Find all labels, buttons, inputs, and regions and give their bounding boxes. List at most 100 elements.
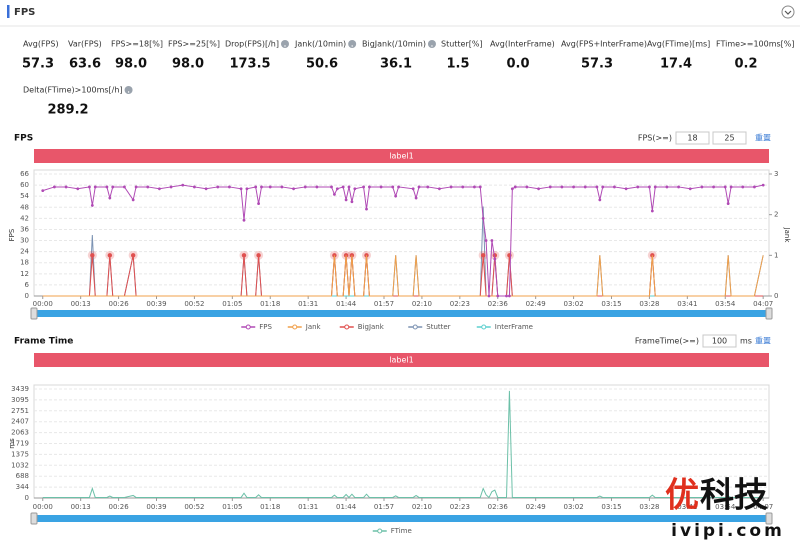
point bbox=[41, 189, 45, 193]
point bbox=[292, 187, 295, 191]
point bbox=[344, 198, 348, 202]
legend-swatch-dot[interactable] bbox=[344, 324, 350, 330]
point bbox=[158, 187, 161, 191]
reset-link[interactable]: 重置 bbox=[755, 336, 771, 346]
point bbox=[245, 187, 249, 191]
header-title: FPS bbox=[14, 7, 35, 18]
zoom-handle[interactable] bbox=[765, 307, 773, 320]
point bbox=[330, 185, 333, 189]
filter-input[interactable] bbox=[702, 334, 737, 348]
x-tick-label: 02:23 bbox=[450, 503, 470, 511]
collapse-circle[interactable] bbox=[781, 5, 795, 19]
point bbox=[438, 187, 441, 191]
legend-swatch-dot[interactable] bbox=[292, 324, 298, 330]
stat-label: Jank(/10min) bbox=[294, 40, 346, 49]
legend-swatch-dot[interactable] bbox=[245, 324, 251, 330]
point bbox=[505, 294, 508, 298]
point bbox=[426, 185, 430, 189]
label-band bbox=[34, 149, 769, 163]
zoom-handle[interactable] bbox=[765, 512, 773, 525]
point bbox=[700, 185, 704, 189]
point bbox=[315, 185, 319, 189]
point bbox=[723, 185, 727, 189]
legend-label[interactable]: FTime bbox=[391, 527, 412, 535]
label-band-text: label1 bbox=[389, 152, 413, 161]
filter-input[interactable] bbox=[675, 131, 710, 145]
legend-label[interactable]: FPS bbox=[259, 323, 272, 331]
y2-tick-label: 1 bbox=[774, 251, 778, 259]
filter-input-value[interactable]: 18 bbox=[687, 134, 697, 143]
filter-input-value[interactable]: 100 bbox=[712, 337, 727, 346]
y-tick-label: 1032 bbox=[11, 461, 29, 469]
point bbox=[260, 185, 263, 189]
help-icon[interactable] bbox=[124, 86, 133, 94]
reset-link[interactable]: 重置 bbox=[755, 133, 771, 143]
y-tick-label: 1375 bbox=[11, 450, 29, 458]
point bbox=[204, 187, 208, 191]
point bbox=[478, 185, 482, 189]
point bbox=[242, 218, 246, 222]
point bbox=[411, 187, 415, 191]
x-tick-label: 04:07 bbox=[753, 503, 773, 511]
collapse-chevron[interactable] bbox=[784, 10, 792, 15]
point bbox=[513, 185, 517, 189]
point bbox=[280, 185, 284, 189]
point bbox=[741, 185, 745, 189]
y-axis-label: ms bbox=[8, 438, 16, 449]
x-tick-label: 00:52 bbox=[184, 503, 204, 511]
point bbox=[228, 185, 231, 189]
help-icon[interactable] bbox=[348, 40, 357, 48]
point bbox=[350, 200, 354, 204]
x-tick-label: 03:41 bbox=[677, 503, 697, 511]
point bbox=[665, 185, 669, 189]
x-tick-label: 01:57 bbox=[374, 300, 394, 308]
help-icon[interactable] bbox=[427, 40, 436, 48]
point bbox=[417, 185, 421, 189]
y-tick-label: 66 bbox=[20, 170, 29, 178]
y-tick-label: 60 bbox=[20, 181, 29, 189]
legend-swatch-dot[interactable] bbox=[412, 324, 418, 330]
y-tick-label: 2407 bbox=[11, 418, 29, 426]
stat-value: 289.2 bbox=[47, 103, 88, 118]
x-tick-label: 02:10 bbox=[412, 503, 432, 511]
x-tick-label: 00:39 bbox=[146, 503, 166, 511]
watermark-brand-a: 优 bbox=[665, 476, 699, 516]
filter-input-value[interactable]: 25 bbox=[724, 134, 734, 143]
stat-value: 0.0 bbox=[506, 57, 529, 72]
point bbox=[595, 185, 599, 189]
zoom-handle[interactable] bbox=[30, 512, 38, 525]
point bbox=[729, 185, 733, 189]
help-icon[interactable] bbox=[281, 40, 289, 48]
x-tick-label: 03:02 bbox=[563, 300, 583, 308]
point bbox=[537, 187, 540, 191]
legend-label[interactable]: Jank bbox=[305, 323, 322, 331]
filter-input[interactable] bbox=[712, 131, 747, 145]
zoom-handle[interactable] bbox=[30, 307, 38, 320]
x-tick-label: 03:41 bbox=[677, 300, 697, 308]
point bbox=[335, 187, 339, 191]
y-tick-label: 30 bbox=[20, 237, 29, 245]
collapse-button[interactable] bbox=[781, 5, 795, 19]
legend-label[interactable]: InterFrame bbox=[495, 323, 533, 331]
x-tick-label: 02:36 bbox=[488, 503, 509, 511]
zoom-slider[interactable] bbox=[34, 515, 769, 522]
point bbox=[525, 185, 529, 189]
legend-label[interactable]: BigJank bbox=[358, 323, 385, 331]
point bbox=[193, 185, 196, 189]
y-tick-label: 36 bbox=[20, 225, 29, 233]
point bbox=[572, 185, 575, 189]
help-icon-dot bbox=[127, 91, 130, 93]
stat-label: Avg(FTime)[ms] bbox=[647, 40, 710, 49]
point bbox=[379, 185, 383, 189]
legend-label[interactable]: Stutter bbox=[426, 323, 450, 331]
point bbox=[347, 185, 351, 189]
legend-swatch-dot[interactable] bbox=[481, 324, 487, 330]
legend-swatch-dot[interactable] bbox=[377, 528, 383, 534]
point bbox=[90, 204, 94, 207]
x-tick-label: 03:02 bbox=[563, 503, 583, 511]
point bbox=[481, 216, 485, 220]
point bbox=[88, 185, 91, 189]
zoom-slider[interactable] bbox=[34, 310, 769, 317]
stat-label: Avg(FPS+InterFrame) bbox=[561, 40, 647, 49]
